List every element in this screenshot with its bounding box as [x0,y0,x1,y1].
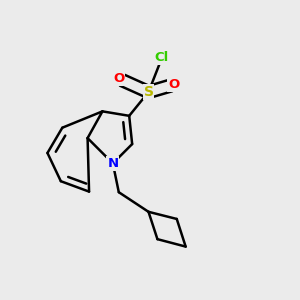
Text: O: O [168,78,179,91]
Text: S: S [143,85,154,99]
Text: O: O [113,72,124,85]
Text: Cl: Cl [155,51,169,64]
Text: N: N [107,157,118,170]
